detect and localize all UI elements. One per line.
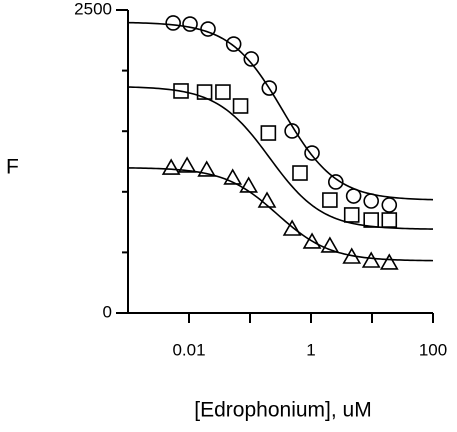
square-marker (381, 212, 398, 228)
square-marker (215, 84, 231, 100)
circle-marker (345, 188, 362, 204)
triangle-marker (302, 232, 322, 249)
triangle-marker (223, 168, 243, 185)
square-marker (173, 83, 189, 99)
y-axis-title: F (6, 156, 19, 179)
square-marker (196, 84, 213, 100)
circle-marker (182, 16, 198, 32)
triangle-marker (161, 158, 181, 175)
circle-marker (381, 197, 398, 213)
triangle-marker (239, 176, 259, 193)
square-marker (363, 212, 379, 228)
circle-marker (304, 145, 320, 161)
x-tick-label: 100 (419, 340, 447, 359)
x-axis-title: [Edrophonium], uM (194, 399, 371, 422)
fit-curve (127, 86, 434, 230)
circle-marker (327, 174, 344, 190)
triangle-marker (197, 160, 217, 177)
square-marker (322, 192, 338, 208)
y-tick-label: 0 (103, 302, 112, 321)
triangle-marker (282, 219, 302, 236)
triangle-marker (177, 156, 197, 173)
square-marker (343, 207, 360, 223)
circle-marker (284, 123, 300, 139)
triangle-marker (361, 251, 381, 268)
square-marker (260, 125, 277, 141)
circle-marker (200, 21, 216, 37)
fit-curve (127, 21, 434, 201)
x-tick-label: 1 (306, 340, 315, 359)
fit-curve (127, 167, 434, 262)
circle-marker (243, 51, 260, 67)
triangle-marker (342, 247, 362, 264)
circle-marker (165, 15, 181, 31)
circle-marker (363, 193, 379, 209)
triangle-marker (379, 253, 399, 270)
triangle-marker (320, 236, 340, 253)
circle-marker (261, 80, 278, 96)
square-marker (232, 98, 249, 114)
circle-marker (225, 36, 242, 52)
x-tick-label: 0.01 (172, 340, 205, 359)
square-marker (292, 165, 308, 181)
triangle-marker (257, 191, 277, 208)
y-tick-label: 2500 (74, 0, 112, 18)
